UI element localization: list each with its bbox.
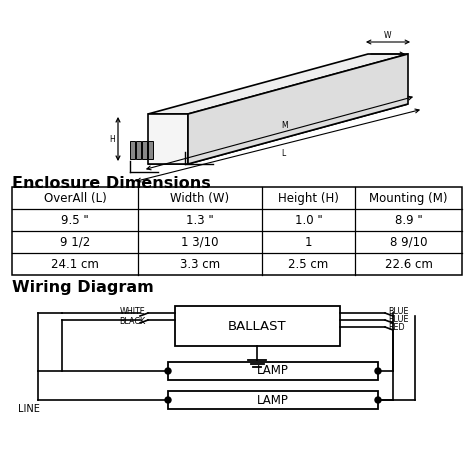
Text: 9.5 ": 9.5 "	[61, 213, 89, 227]
Text: 1 3/10: 1 3/10	[181, 236, 219, 248]
Bar	[136, 141, 141, 159]
Polygon shape	[188, 54, 408, 164]
Bar	[168, 391, 378, 409]
Text: Height (H): Height (H)	[278, 191, 339, 204]
Text: 2.5 cm: 2.5 cm	[288, 257, 328, 271]
Text: WHITE: WHITE	[119, 307, 145, 316]
Text: 8 9/10: 8 9/10	[390, 236, 427, 248]
Text: 24.1 cm: 24.1 cm	[51, 257, 99, 271]
Bar	[175, 306, 340, 346]
Text: BLACK: BLACK	[119, 318, 145, 327]
Text: 9 1/2: 9 1/2	[60, 236, 90, 248]
Polygon shape	[148, 104, 408, 164]
Text: Wiring Diagram: Wiring Diagram	[12, 280, 154, 295]
Text: 8.9 ": 8.9 "	[395, 213, 422, 227]
Text: RED: RED	[388, 323, 405, 332]
Text: OverAll (L): OverAll (L)	[44, 191, 106, 204]
Text: Width (W): Width (W)	[171, 191, 229, 204]
Text: L: L	[281, 149, 285, 158]
Bar	[12, 187, 462, 275]
Text: 1.3 ": 1.3 "	[186, 213, 214, 227]
Text: 1: 1	[305, 236, 312, 248]
Circle shape	[375, 397, 381, 403]
Text: LAMP: LAMP	[257, 393, 289, 407]
Text: 1.0 ": 1.0 "	[295, 213, 322, 227]
Polygon shape	[148, 114, 188, 164]
Bar	[168, 362, 378, 380]
Circle shape	[165, 368, 171, 374]
Bar	[148, 141, 153, 159]
Polygon shape	[148, 54, 408, 114]
Text: LINE: LINE	[18, 404, 40, 414]
Circle shape	[165, 397, 171, 403]
Text: BALLAST: BALLAST	[228, 319, 287, 332]
Text: BLUE: BLUE	[388, 316, 409, 325]
Circle shape	[375, 368, 381, 374]
Text: Enclosure Dimensions: Enclosure Dimensions	[12, 176, 211, 191]
Text: 22.6 cm: 22.6 cm	[384, 257, 432, 271]
Bar	[142, 141, 147, 159]
Text: M: M	[281, 120, 288, 129]
Text: H: H	[109, 135, 115, 144]
Text: Mounting (M): Mounting (M)	[369, 191, 448, 204]
Text: LAMP: LAMP	[257, 365, 289, 377]
Text: 3.3 cm: 3.3 cm	[180, 257, 220, 271]
Text: W: W	[384, 30, 392, 39]
Text: BLUE: BLUE	[388, 308, 409, 317]
Bar	[130, 141, 135, 159]
